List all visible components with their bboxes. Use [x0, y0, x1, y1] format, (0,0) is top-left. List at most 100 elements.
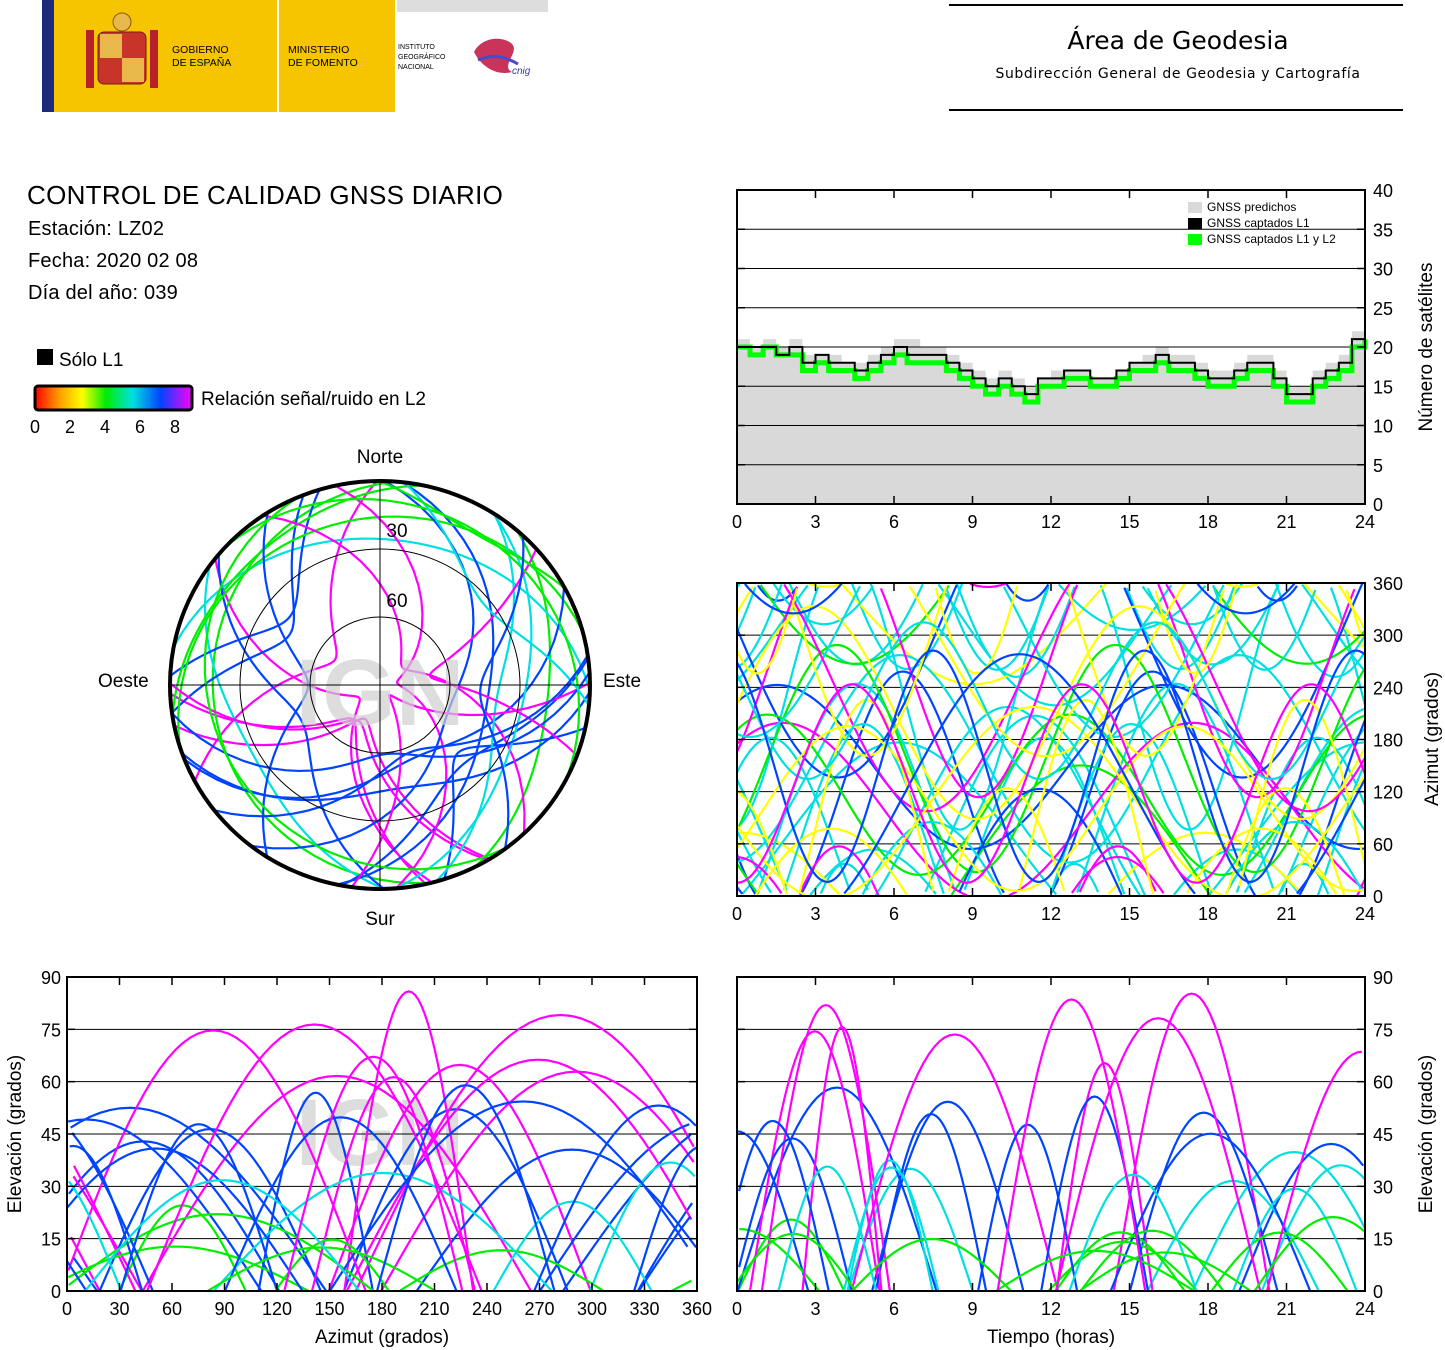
y-tick-label: 75 [41, 1020, 61, 1040]
elevation-track [1253, 1215, 1365, 1292]
elevation-track [283, 1055, 464, 1292]
elevation-azimuth-xlabel: Azimut (grados) [315, 1327, 449, 1348]
gov-name-1: GOBIERNO [172, 44, 229, 56]
elevation-track [738, 1137, 853, 1292]
y-tick-label: 360 [1373, 574, 1403, 594]
legend-l1-swatch [1188, 218, 1202, 229]
doy-label: Día del año: 039 [28, 282, 178, 304]
azimuth-track [736, 583, 1366, 897]
azimuth-time-frame [736, 582, 1366, 897]
elevation-track [69, 1144, 697, 1292]
elevation-track [69, 1058, 693, 1292]
sky-track [443, 726, 586, 880]
snr-tick: 6 [135, 417, 145, 437]
legend-predicted-swatch [1188, 202, 1202, 213]
snr-tick: 4 [100, 417, 110, 437]
elevation-azimuth-chart: IGN 0 15 30 45 60 75 90 0 30 60 90 120 150 180 210 240 2… [5, 968, 712, 1348]
elevation-track [995, 1249, 1195, 1292]
gov-block [64, 0, 277, 112]
y-tick-label: 60 [1373, 1073, 1393, 1093]
elevation-azimuth-ylabel: Elevación (grados) [5, 1055, 26, 1213]
azimuth-track [736, 621, 1366, 781]
solo-l1-swatch [37, 349, 53, 365]
skyplot-west-label: Oeste [98, 671, 149, 692]
sky-track [403, 481, 590, 707]
elevation-track [1047, 1240, 1199, 1292]
sky-track [479, 535, 525, 850]
y-tick-label: 20 [1373, 338, 1393, 358]
sky-track [173, 717, 491, 860]
elevation-track [73, 1013, 695, 1292]
x-tick-label: 0 [732, 512, 742, 532]
y-tick-label: 40 [1373, 181, 1393, 201]
x-tick-label: 15 [1119, 1299, 1139, 1319]
azimuth-track [736, 654, 1366, 864]
sky-track [169, 489, 321, 677]
date-label: Fecha: 2020 02 08 [28, 250, 199, 272]
azimuth-track [736, 583, 1367, 896]
elevation-track [996, 998, 1147, 1292]
elevation-track [736, 1232, 857, 1292]
cnig-logo-icon: cnig [474, 38, 531, 77]
y-tick-label: 60 [41, 1073, 61, 1093]
y-tick-label: 75 [1373, 1020, 1393, 1040]
gov-name-2: DE ESPAÑA [172, 56, 231, 69]
elevation-track [1191, 1150, 1366, 1292]
y-tick-label: 0 [1373, 495, 1383, 515]
x-tick-label: 9 [967, 512, 977, 532]
elevation-track [874, 1112, 988, 1292]
ministry-name-1: MINISTERIO [288, 44, 349, 56]
y-tick-label: 5 [1373, 456, 1383, 476]
x-tick-label: 9 [967, 904, 977, 924]
elevation-track [1265, 1050, 1362, 1292]
x-tick-label: 180 [367, 1299, 397, 1319]
x-tick-label: 300 [577, 1299, 607, 1319]
elevation-track [212, 1171, 553, 1292]
institute-name-3: NACIONAL [398, 64, 434, 71]
elevation-track [257, 1091, 374, 1292]
satellites-plot-area: IGN [737, 228, 1368, 504]
y-tick-label: 35 [1373, 220, 1393, 240]
y-tick-label: 60 [1373, 835, 1393, 855]
azimuth-time-plot-area: IGN [737, 583, 1445, 896]
area-header: Área de Geodesia Subdirección General de… [949, 4, 1403, 111]
y-tick-label: 0 [1373, 1282, 1383, 1302]
x-tick-label: 30 [109, 1299, 129, 1319]
elevation-track [1068, 1173, 1198, 1292]
x-tick-label: 3 [810, 904, 820, 924]
legend-l1l2-label: GNSS captados L1 y L2 [1207, 232, 1336, 246]
skyplot-ring-label: 60 [386, 591, 407, 612]
azimuth-track [736, 683, 1367, 884]
x-tick-label: 240 [472, 1299, 502, 1319]
y-tick-label: 30 [1373, 1177, 1393, 1197]
sky-track [214, 558, 433, 884]
azimuth-time-ticks: 0 60 120 180 240 300 360 0 3 6 9 12 15 18 21 24 [732, 574, 1403, 924]
elevation-time-chart: IGN 0 15 30 45 60 75 90 0 3 6 9 12 15 18 21 24 Elevació… [732, 968, 1437, 1348]
snr-label: Relación señal/ruido en L2 [201, 389, 426, 410]
y-tick-label: 90 [1373, 968, 1393, 988]
skyplot-south-label: Sur [365, 909, 395, 930]
x-tick-label: 18 [1198, 1299, 1218, 1319]
x-tick-label: 9 [967, 1299, 977, 1319]
coat-of-arms-icon [86, 12, 158, 88]
sky-track [334, 484, 448, 890]
y-tick-label: 15 [41, 1230, 61, 1250]
y-tick-label: 10 [1373, 417, 1393, 437]
y-tick-label: 25 [1373, 299, 1393, 319]
elevation-time-plot-area: IGN [736, 992, 1366, 1292]
x-tick-label: 21 [1276, 512, 1296, 532]
legend-predicted-label: GNSS predichos [1207, 200, 1296, 214]
elevation-track [146, 1023, 483, 1292]
azimuth-time-chart: IGN 0 60 120 180 240 300 360 0 3 6 9 12 15 18 21 24 Azi… [732, 574, 1445, 924]
y-tick-label: 15 [1373, 377, 1393, 397]
sky-track [211, 480, 432, 885]
elevation-track [492, 1200, 653, 1292]
elevation-track [223, 1116, 458, 1292]
snr-tick: 2 [65, 417, 75, 437]
x-tick-label: 90 [214, 1299, 234, 1319]
area-subtitle: Subdirección General de Geodesia y Carto… [995, 66, 1360, 82]
station-label: Estación: LZ02 [28, 218, 165, 240]
y-tick-label: 30 [1373, 260, 1393, 280]
elevation-track [327, 1063, 592, 1292]
elevation-track [1232, 1187, 1358, 1292]
